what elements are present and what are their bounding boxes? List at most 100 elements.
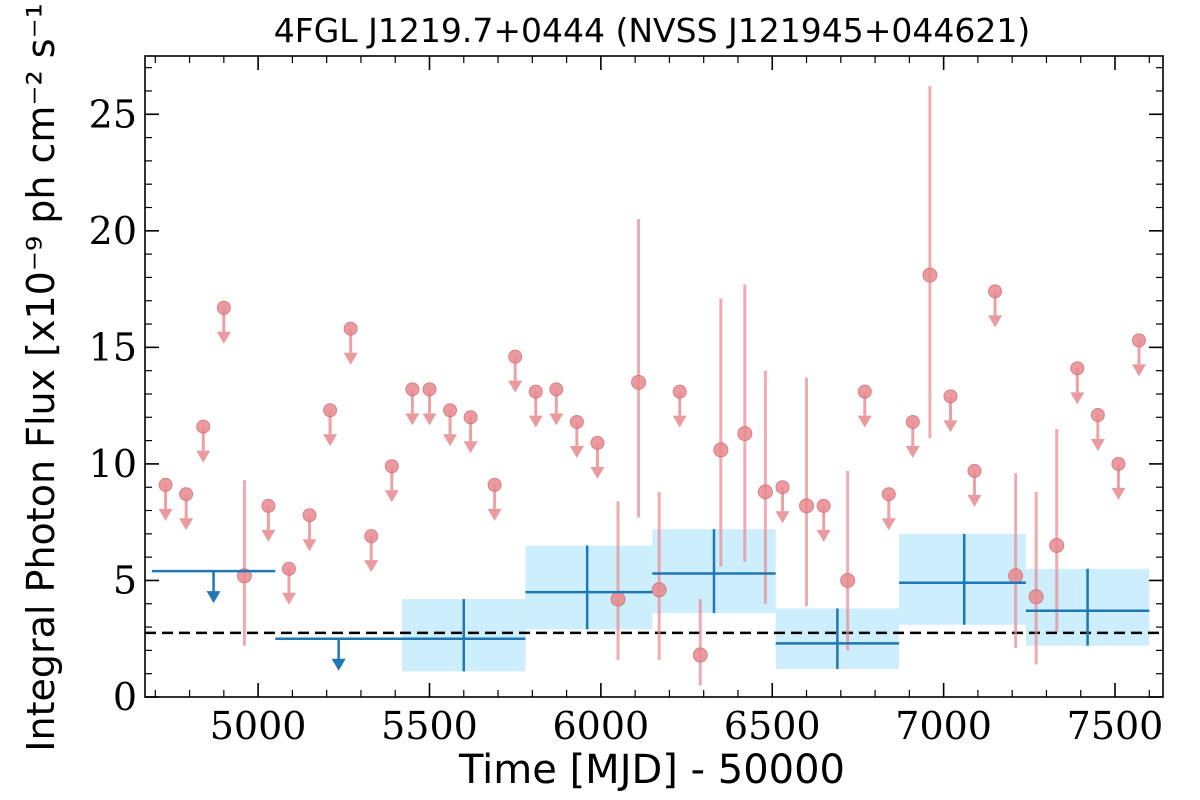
fine-marker <box>816 498 831 513</box>
fine-upper-limit-arrow <box>158 508 173 521</box>
fine-upper-limit-arrow <box>216 331 231 344</box>
fine-upper-limit-arrow <box>443 434 458 447</box>
fine-upper-limit-arrow <box>1132 364 1147 377</box>
fine-marker <box>1132 333 1147 348</box>
fine-marker <box>281 561 296 576</box>
x-tick-label: 6500 <box>724 704 821 748</box>
fine-upper-limit <box>422 382 437 426</box>
fine-marker <box>1070 361 1085 376</box>
fine-marker <box>261 498 276 513</box>
fine-upper-limit <box>1070 361 1085 405</box>
fine-upper-limit-arrow <box>343 352 358 365</box>
fine-upper-limit-arrow <box>905 445 920 458</box>
fine-upper-limit-arrow <box>422 413 437 426</box>
fine-marker <box>1111 456 1126 471</box>
plot-frame <box>144 55 1164 698</box>
fine-upper-limit-arrow <box>1070 392 1085 405</box>
fine-marker <box>1008 568 1024 584</box>
coarse-detection-point <box>525 545 653 630</box>
fine-upper-limit <box>1132 333 1147 377</box>
fine-upper-limit <box>216 300 231 344</box>
fine-marker <box>857 384 872 399</box>
fine-upper-limit <box>775 480 790 524</box>
fine-upper-limit-arrow <box>1090 438 1105 451</box>
y-tick-label: 10 <box>89 442 137 486</box>
fine-upper-limit <box>590 435 605 479</box>
fine-upper-limit <box>261 498 276 542</box>
fine-upper-limit-arrow <box>487 508 502 521</box>
fine-marker <box>610 591 626 607</box>
fine-marker <box>943 389 958 404</box>
x-tick-label: 7000 <box>895 704 992 748</box>
fine-marker <box>443 403 458 418</box>
fine-upper-limit-arrow <box>967 494 982 507</box>
fine-marker <box>651 582 667 598</box>
fine-upper-limit <box>528 384 543 428</box>
fine-upper-limit-arrow <box>463 441 478 454</box>
fine-marker <box>1049 537 1065 553</box>
fine-marker <box>757 484 773 500</box>
fine-upper-limit <box>179 487 194 531</box>
fine-upper-limit <box>1111 456 1126 500</box>
y-tick-label: 15 <box>89 325 137 369</box>
fine-upper-limit-arrow <box>549 413 564 426</box>
fine-upper-limit-arrow <box>261 529 276 542</box>
fine-detection-point <box>1028 491 1044 665</box>
y-tick-label: 20 <box>89 209 137 253</box>
y-axis-label: Integral Photon Flux [x10⁻⁹ ph cm⁻² s⁻¹] <box>19 0 63 752</box>
fine-detection-point <box>651 491 667 660</box>
fine-upper-limit <box>905 414 920 458</box>
fine-upper-limit <box>158 477 173 521</box>
fine-upper-limit <box>487 477 502 521</box>
axis-ticks: 5000 5500 6000 6500 7000 7500 0 5 10 15 20 25 <box>89 56 1163 748</box>
fine-upper-limit <box>857 384 872 428</box>
fine-upper-limit-arrow <box>881 518 896 531</box>
fine-upper-limit <box>569 414 584 458</box>
fine-marker <box>799 498 815 514</box>
fine-upper-limit-arrow <box>281 592 296 605</box>
fine-upper-limit-arrow <box>1111 487 1126 500</box>
fine-upper-limit <box>988 284 1003 328</box>
fine-marker <box>631 374 647 390</box>
fine-marker <box>463 410 478 425</box>
fine-marker <box>158 477 173 492</box>
fine-marker <box>1028 589 1044 605</box>
fine-upper-limit-arrow <box>364 560 379 573</box>
fine-marker <box>569 414 584 429</box>
fine-upper-limit <box>967 463 982 507</box>
x-axis-label: Time [MJD] - 50000 <box>458 747 845 793</box>
fine-marker <box>196 419 211 434</box>
fine-marker <box>364 529 379 544</box>
fine-upper-limit-arrow <box>508 380 523 393</box>
fine-upper-limit-arrow <box>672 415 687 428</box>
fine-upper-limit <box>816 498 831 542</box>
fine-marker <box>1090 407 1105 422</box>
fine-upper-limit-arrow <box>302 539 317 552</box>
fine-upper-limit-arrow <box>179 518 194 531</box>
fine-marker <box>713 442 729 458</box>
fine-detection-point <box>713 298 729 567</box>
fine-upper-limit <box>302 508 317 552</box>
x-tick-label: 5500 <box>381 704 478 748</box>
fine-detection-point <box>610 501 626 660</box>
coarse-upper-limit <box>151 569 276 604</box>
fine-marker <box>737 426 753 442</box>
fine-detection-point <box>631 219 647 518</box>
coarse-detection-point <box>775 608 900 670</box>
coarse-upper-limit-arrow <box>331 658 346 671</box>
fine-upper-limit <box>1090 407 1105 451</box>
coarse-error-band <box>525 545 653 630</box>
fine-upper-limit <box>196 419 211 463</box>
fine-marker <box>988 284 1003 299</box>
coarse-detection-point <box>899 533 1026 625</box>
fine-upper-limit-arrow <box>323 434 338 447</box>
fine-detection-point <box>692 599 708 686</box>
fine-upper-limit <box>405 382 420 426</box>
fine-marker <box>343 321 358 336</box>
fine-marker <box>840 572 856 588</box>
fine-upper-limit-arrow <box>405 413 420 426</box>
fine-upper-limit-arrow <box>943 420 958 433</box>
fine-marker <box>422 382 437 397</box>
coarse-error-band <box>899 533 1026 625</box>
fine-upper-limit-arrow <box>528 415 543 428</box>
